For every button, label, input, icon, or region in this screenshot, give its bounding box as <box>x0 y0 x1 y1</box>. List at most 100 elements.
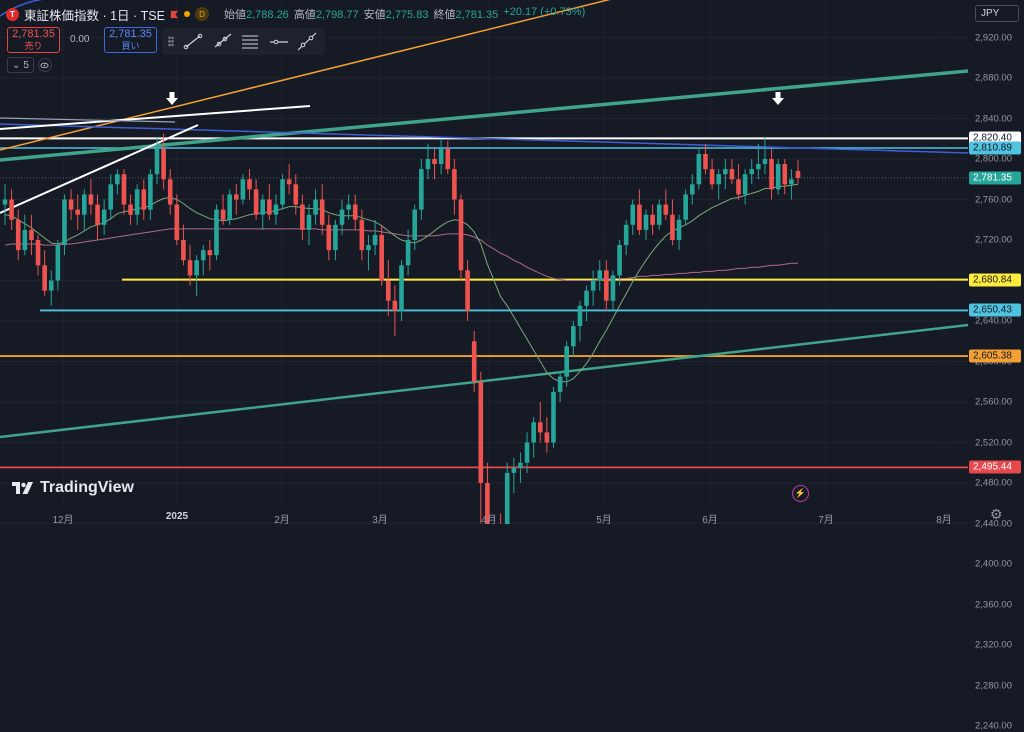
candle-body <box>769 159 774 190</box>
trend-line-tool-icon[interactable] <box>182 31 204 52</box>
candle-body <box>346 204 351 210</box>
candle-body <box>775 164 781 190</box>
candle-body <box>260 199 266 215</box>
y-tick-label: 2,240.00 <box>975 720 1012 732</box>
candle-body <box>412 209 418 240</box>
chart-header: T 東証株価指数 · 1日 · TSE D 始値2,788.26 高値2,798… <box>6 5 585 23</box>
candle-body <box>531 422 536 443</box>
sell-label: 売り <box>24 41 43 51</box>
buy-button[interactable]: 2,781.35 買い <box>104 27 157 53</box>
candle-body <box>425 159 431 170</box>
dividend-badge[interactable]: D <box>194 7 209 21</box>
candle-body <box>141 189 147 210</box>
upper-channel-line <box>0 69 969 162</box>
candle-body <box>48 280 54 291</box>
extended-line-tool-icon[interactable] <box>296 31 318 52</box>
candle-body <box>709 169 715 185</box>
candle-body <box>584 290 589 306</box>
candle-body <box>438 148 444 165</box>
down-arrow-marker <box>772 92 784 105</box>
currency-selector[interactable]: JPY <box>975 5 1019 22</box>
spread-value: 0.00 <box>70 34 90 45</box>
candle-body <box>762 159 768 165</box>
candle-body <box>214 209 219 256</box>
candle-body <box>676 219 682 240</box>
y-tick-label: 2,280.00 <box>975 680 1012 691</box>
candle-body <box>392 300 398 311</box>
candle-body <box>108 184 114 210</box>
x-tick-label: 2025 <box>165 511 189 522</box>
buy-price: 2,781.35 <box>109 28 152 40</box>
lightning-icon[interactable]: ⚡ <box>792 485 809 502</box>
candle-body <box>716 174 721 185</box>
candle-body <box>95 204 100 225</box>
candle-body <box>452 169 457 200</box>
drag-handle[interactable] <box>168 36 174 47</box>
candle-body <box>736 179 741 195</box>
gear-icon[interactable]: ⚙ <box>990 506 1003 522</box>
candle-body <box>604 270 609 301</box>
candle-body <box>597 270 603 281</box>
candle-body <box>663 204 669 215</box>
candle-body <box>62 199 67 246</box>
horizontal-line-tool-icon[interactable] <box>268 31 290 52</box>
candles <box>2 133 801 524</box>
long-moving-average-line <box>4 228 798 281</box>
candle-body <box>148 174 153 210</box>
y-tick-label: 2,480.00 <box>975 477 1012 489</box>
candle-body <box>504 472 510 524</box>
candle-body <box>194 260 199 276</box>
candle-body <box>227 194 232 220</box>
tradingview-logo[interactable]: TradingView <box>12 479 134 497</box>
candle-body <box>273 204 279 215</box>
candle-body <box>240 179 246 200</box>
candle-body <box>326 224 332 251</box>
price-level-label: 2,781.35 <box>969 171 1021 185</box>
candle-body <box>2 199 8 205</box>
candle-body <box>187 260 193 276</box>
candle-body <box>134 189 140 215</box>
candle-body <box>399 265 404 311</box>
candle-body <box>267 199 272 215</box>
y-tick-label: 2,720.00 <box>975 234 1012 246</box>
candle-body <box>22 229 28 251</box>
candle-body <box>42 265 47 291</box>
candle-body <box>643 214 649 230</box>
candle-body <box>683 194 688 220</box>
candle-body <box>590 280 596 291</box>
eye-icon[interactable] <box>37 58 52 72</box>
candle-body <box>379 234 384 281</box>
price-chart[interactable] <box>0 0 1024 524</box>
sell-button[interactable]: 2,781.35 売り <box>7 27 60 53</box>
candle-body <box>465 270 470 311</box>
ohlc-values: 始値2,788.26 高値2,798.77 安値2,775.83 終値2,781… <box>224 6 585 22</box>
candle-body <box>485 483 490 524</box>
candle-body <box>782 164 788 185</box>
ray-tool-icon[interactable] <box>211 31 233 52</box>
price-level-label: 2,810.89 <box>969 141 1021 155</box>
y-tick-label: 2,920.00 <box>975 32 1012 43</box>
indicators-row: ⌄ 5 <box>7 57 52 73</box>
y-tick-label: 2,320.00 <box>975 639 1012 651</box>
symbol-title[interactable]: 東証株価指数 · 1日 · TSE <box>24 8 165 23</box>
candle-body <box>9 199 14 220</box>
candle-body <box>749 169 755 175</box>
candle-body <box>729 169 735 180</box>
flag-icon[interactable] <box>170 10 179 19</box>
x-tick-label: 3月 <box>372 515 388 526</box>
candle-body <box>544 432 550 443</box>
grey-trend-line <box>0 117 176 123</box>
candle-body <box>286 179 292 185</box>
candle-body <box>637 204 642 230</box>
candle-body <box>82 194 87 215</box>
y-tick-label: 2,800.00 <box>975 153 1012 165</box>
trend-lines <box>0 0 969 439</box>
candle-body <box>115 174 120 185</box>
candle-body <box>128 204 133 215</box>
candle-body <box>511 467 517 473</box>
indicators-toggle[interactable]: ⌄ 5 <box>7 57 34 73</box>
candle-body <box>458 199 464 271</box>
candle-body <box>610 275 616 301</box>
fib-retracement-tool-icon[interactable] <box>239 31 261 52</box>
candle-body <box>656 204 662 225</box>
